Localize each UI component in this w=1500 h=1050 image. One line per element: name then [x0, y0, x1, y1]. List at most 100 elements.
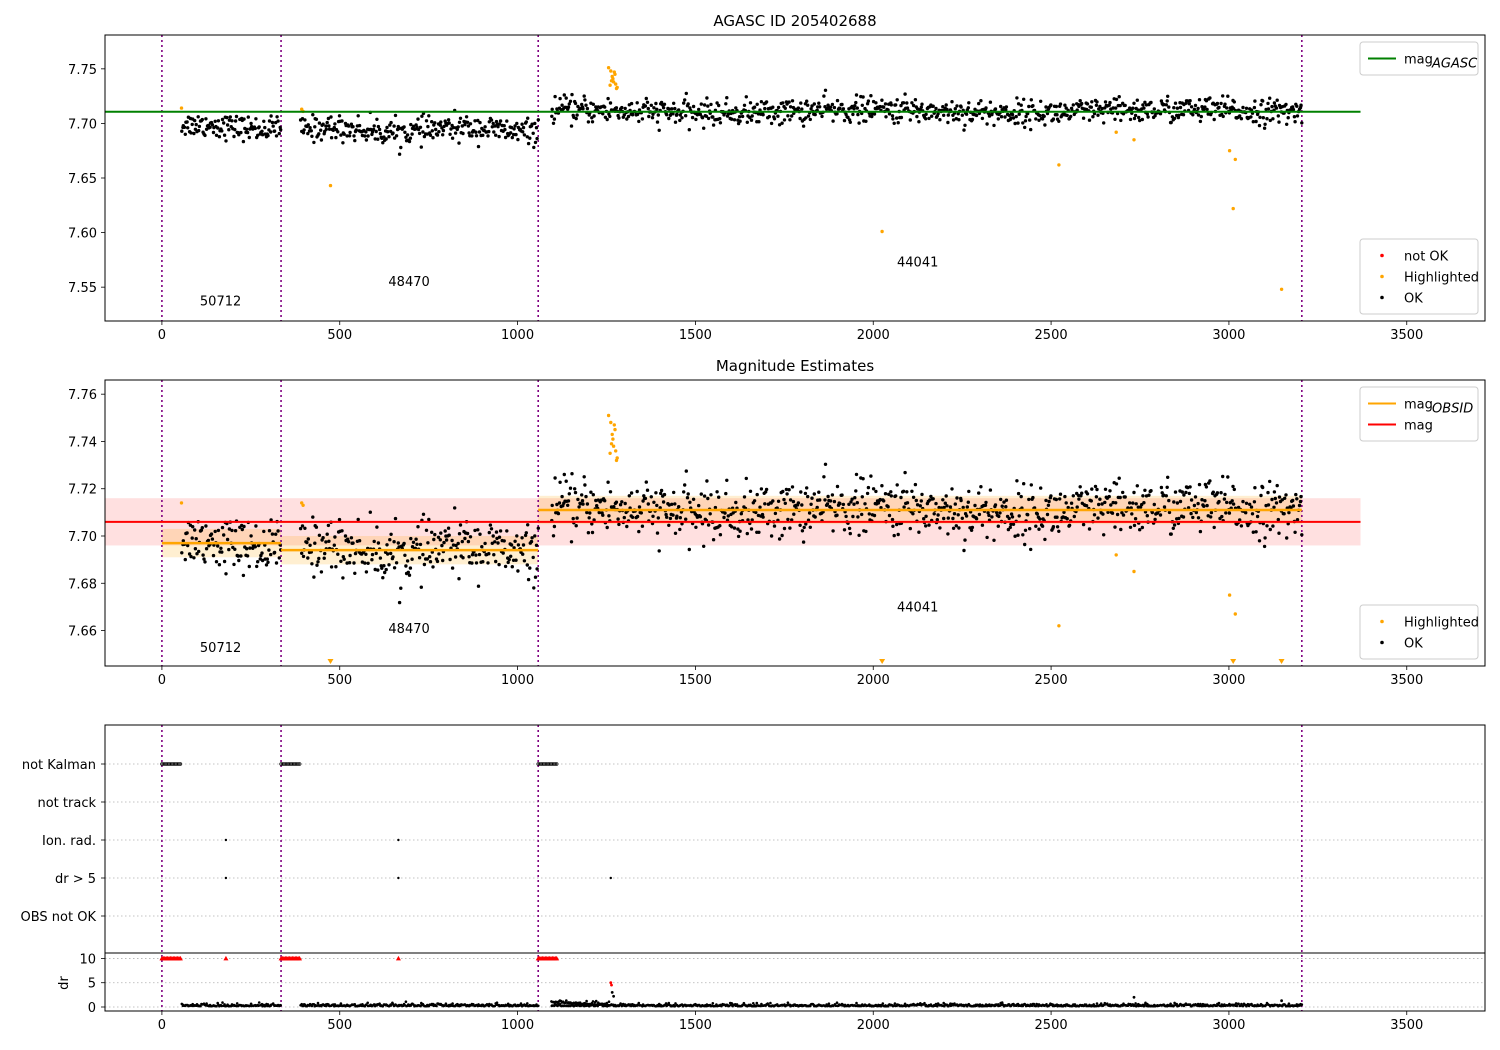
ok-point	[739, 512, 743, 516]
ok-point	[1209, 515, 1213, 519]
ok-point	[1209, 510, 1214, 515]
ok-point	[438, 123, 442, 127]
ok-point	[535, 567, 539, 571]
ok-point	[589, 490, 593, 494]
ok-point	[311, 113, 315, 117]
ok-point	[1024, 114, 1028, 119]
ok-point	[627, 494, 631, 498]
ok-point	[1149, 489, 1153, 493]
ok-point	[826, 494, 830, 499]
ok-point	[311, 515, 315, 519]
ok-point	[581, 502, 585, 506]
ok-point	[1040, 117, 1045, 121]
ok-point	[337, 114, 342, 118]
ok-point	[490, 541, 494, 545]
ok-point	[393, 113, 398, 118]
ok-point	[1193, 103, 1198, 108]
ok-point	[306, 537, 310, 541]
ok-point	[1002, 500, 1006, 504]
ok-point	[489, 118, 494, 122]
ok-point	[860, 103, 864, 108]
ok-point	[263, 125, 267, 130]
ok-point	[300, 551, 304, 555]
ok-point	[353, 571, 357, 575]
ok-point	[267, 529, 272, 533]
ok-point	[381, 141, 385, 145]
ok-point	[535, 136, 539, 141]
ok-point	[889, 103, 893, 107]
ok-point	[216, 119, 221, 123]
ok-point	[910, 101, 914, 105]
ok-point	[749, 527, 754, 531]
chart-title: AGASC ID 205402688	[713, 12, 876, 30]
ok-point	[444, 538, 449, 542]
ok-point	[823, 498, 827, 502]
ok-point	[853, 496, 857, 500]
ok-point	[1289, 506, 1293, 510]
ok-point	[878, 497, 882, 502]
ok-point	[375, 117, 379, 122]
ok-point	[1187, 491, 1192, 496]
ok-point	[870, 114, 874, 119]
ok-point	[1197, 98, 1202, 102]
ok-point	[718, 121, 723, 125]
ok-point	[673, 502, 677, 506]
ok-point	[1119, 527, 1123, 532]
dr-point	[366, 1001, 370, 1005]
ok-point	[233, 127, 237, 132]
ok-point	[955, 496, 959, 500]
ok-point	[601, 513, 605, 517]
legend-point-swatch	[1380, 253, 1384, 258]
ok-point	[805, 99, 809, 103]
ok-point	[332, 125, 336, 130]
ok-point	[451, 125, 456, 130]
ok-point	[959, 105, 963, 109]
ok-point	[665, 515, 669, 519]
ok-point	[478, 532, 482, 536]
ok-point	[670, 107, 674, 111]
ok-point	[492, 553, 496, 557]
highlighted-point	[610, 432, 614, 437]
ok-point	[438, 538, 442, 542]
ok-point	[606, 480, 610, 484]
ok-point	[1087, 118, 1092, 122]
ok-point	[553, 476, 557, 480]
ok-point	[869, 474, 873, 478]
ok-point	[659, 491, 663, 496]
ok-point	[842, 118, 847, 123]
ok-point	[313, 125, 317, 129]
ok-point	[677, 505, 681, 509]
ok-point	[253, 545, 257, 549]
ok-point	[948, 505, 953, 509]
ok-point	[922, 517, 926, 521]
ok-point	[1146, 115, 1150, 119]
ok-point	[864, 119, 868, 124]
ok-point	[267, 119, 272, 123]
ok-point	[889, 490, 893, 494]
ok-point	[830, 493, 835, 497]
ok-point	[1143, 488, 1147, 492]
highlighted-point	[611, 444, 616, 448]
ok-point	[193, 547, 198, 551]
ok-point	[901, 489, 906, 493]
ok-point	[711, 123, 716, 127]
x-tick-label: 3500	[1390, 1018, 1423, 1033]
ok-point	[474, 561, 479, 565]
ok-point	[838, 106, 842, 111]
ok-point	[705, 479, 709, 483]
ok-point	[942, 516, 946, 521]
ok-point	[222, 121, 226, 125]
ok-point	[422, 134, 427, 139]
x-tick-label: 3000	[1212, 673, 1245, 688]
ok-point	[481, 133, 485, 137]
ok-point	[551, 121, 556, 126]
ok-point	[377, 127, 382, 132]
ok-point	[651, 514, 655, 518]
ok-point	[1081, 522, 1086, 527]
ok-point	[788, 498, 793, 502]
ok-point	[823, 88, 828, 93]
ok-point	[564, 479, 568, 483]
ok-point	[372, 539, 376, 544]
ok-point	[850, 497, 854, 501]
ok-point	[382, 564, 386, 568]
